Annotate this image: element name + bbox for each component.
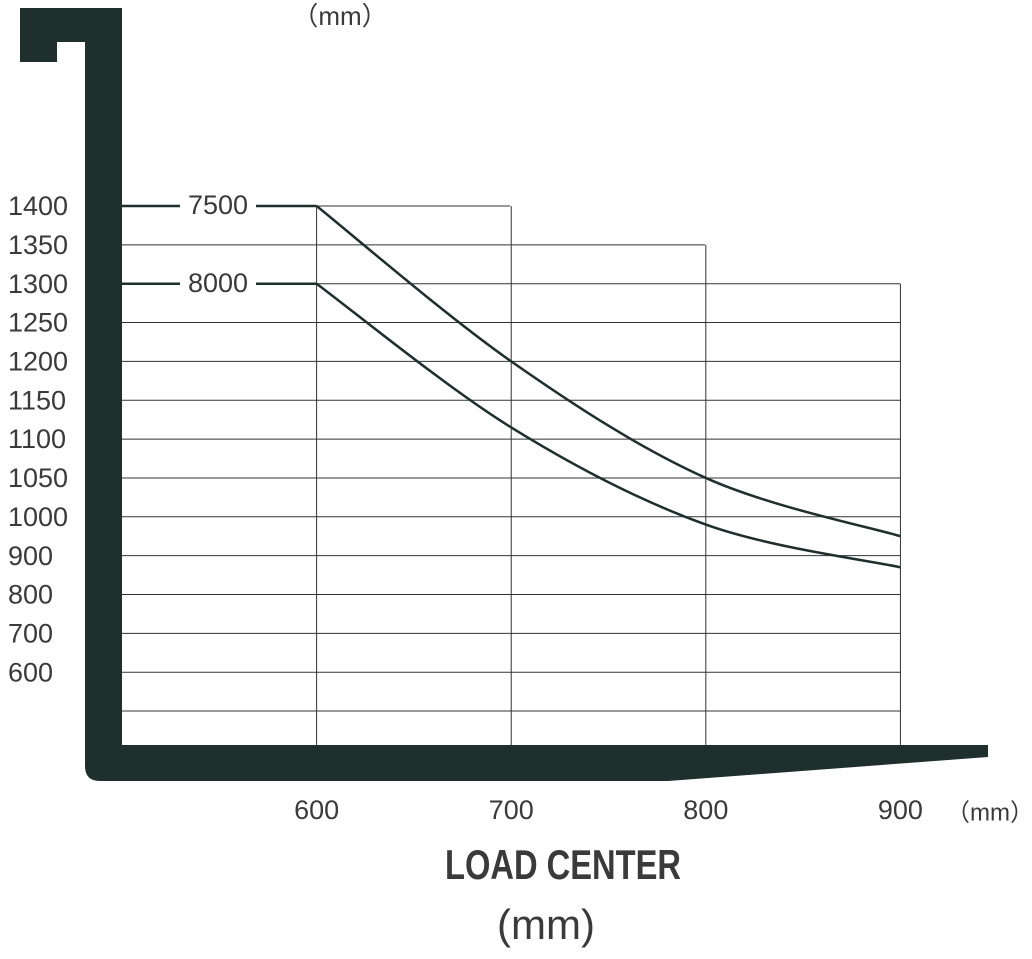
y-tick-label: 1250 [8, 308, 68, 338]
series-line [315, 205, 901, 538]
x-tick-label: 800 [683, 795, 728, 825]
legend-label: 7500 [188, 190, 248, 220]
y-tick-label: 1050 [8, 463, 68, 493]
x-unit: （mm） [946, 799, 1032, 826]
y-tick-label: 800 [8, 580, 53, 610]
fork [20, 8, 988, 781]
y-tick-label: 600 [8, 657, 53, 687]
x-tick-label: 700 [489, 795, 534, 825]
y-tick-label: 1200 [8, 347, 68, 377]
y-tick-label: 1150 [8, 385, 66, 415]
y-tick-label: 1300 [8, 269, 68, 299]
y-unit: （mm） [292, 1, 387, 31]
y-tick-label: 700 [8, 618, 53, 648]
y-tick-label: 1000 [8, 502, 68, 532]
x-axis-unit: (mm) [497, 901, 595, 948]
y-tick-label: 1350 [8, 230, 68, 260]
x-tick-label: 900 [878, 795, 923, 825]
legend-label: 8000 [188, 268, 248, 298]
series-line [315, 282, 901, 569]
y-tick-label: 1100 [8, 424, 66, 454]
x-axis-label: LOAD CENTER [445, 841, 681, 888]
x-tick-label: 600 [294, 795, 339, 825]
y-tick-label: 1400 [8, 191, 68, 221]
y-tick-label: 900 [8, 541, 53, 571]
